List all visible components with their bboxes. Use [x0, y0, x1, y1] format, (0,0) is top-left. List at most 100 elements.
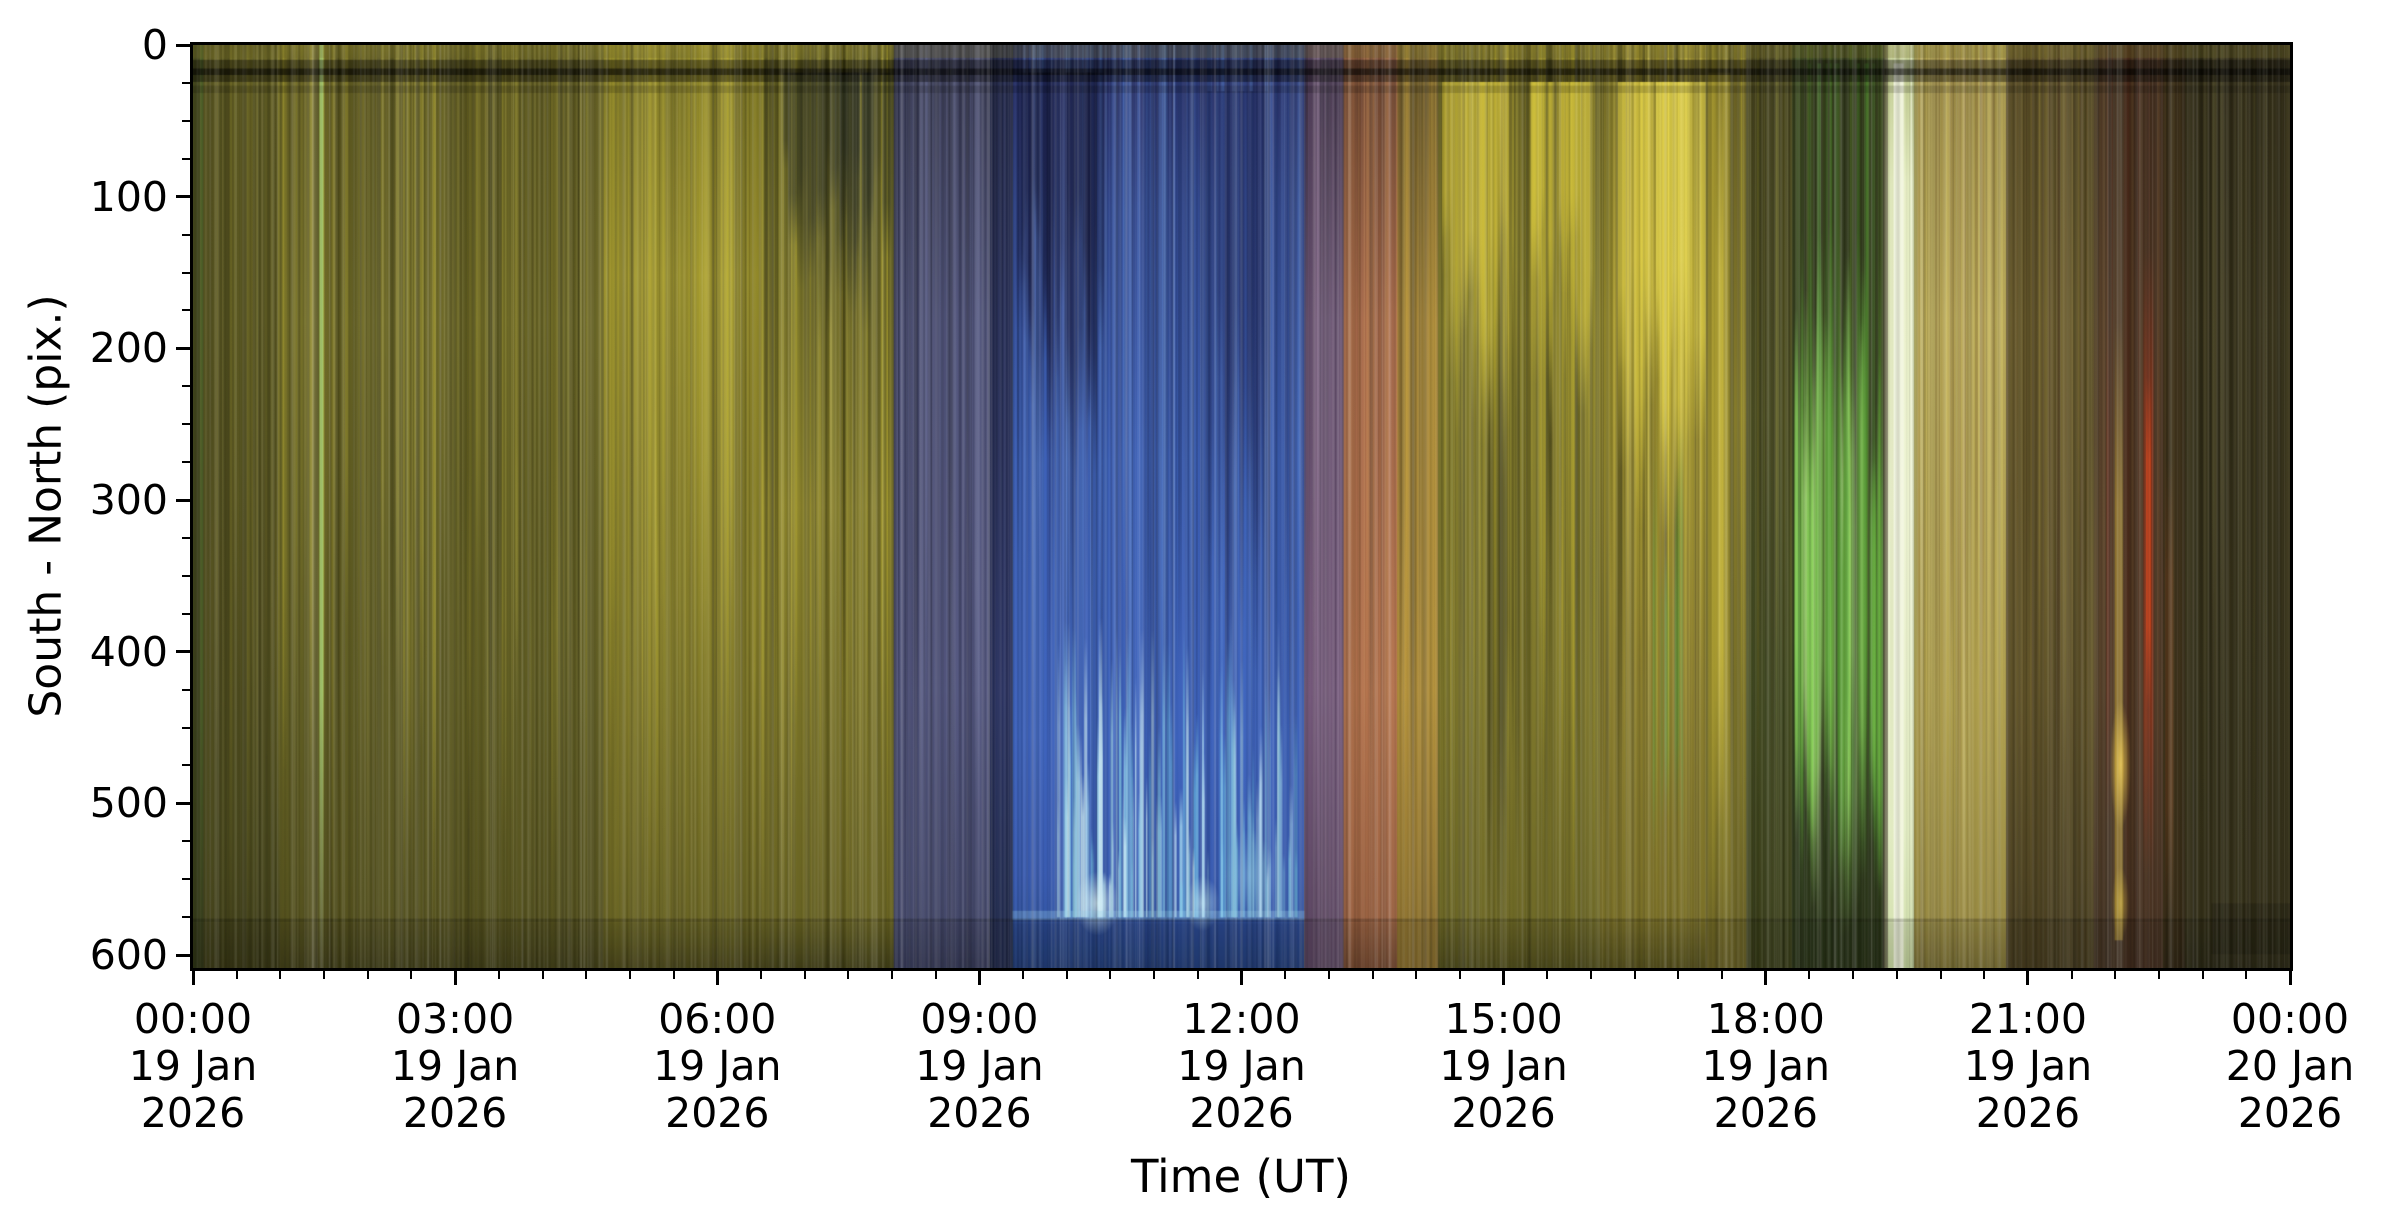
- x-tick-year: 2026: [665, 1089, 770, 1137]
- x-major-tick: [2026, 971, 2030, 985]
- x-major-tick: [715, 971, 719, 985]
- y-minor-tick: [182, 688, 190, 691]
- x-tick-year: 2026: [402, 1089, 508, 1137]
- y-minor-tick: [182, 271, 190, 274]
- x-tick-time: 09:00: [920, 995, 1039, 1043]
- y-minor-tick: [182, 878, 190, 881]
- x-tick-date: 19 Jan: [1963, 1042, 2093, 1090]
- x-tick-year: 2026: [927, 1089, 1032, 1137]
- x-minor-tick: [1109, 971, 1112, 979]
- x-tick-time: 18:00: [1706, 995, 1825, 1043]
- x-tick-label: 00:00 20 Jan 2026: [2140, 996, 2385, 1137]
- x-minor-tick: [1371, 971, 1374, 979]
- x-minor-tick: [497, 971, 500, 979]
- y-tick-label: 0: [141, 21, 168, 69]
- x-minor-tick: [1939, 971, 1942, 979]
- x-minor-tick: [891, 971, 893, 979]
- x-major-tick: [453, 971, 457, 985]
- x-tick-label: 03:00 19 Jan 2026: [305, 996, 605, 1137]
- x-minor-tick: [323, 971, 326, 979]
- y-axis-label: South - North (pix.): [20, 294, 72, 718]
- y-minor-tick: [182, 840, 190, 843]
- x-minor-tick: [672, 971, 675, 979]
- y-minor-tick: [182, 574, 190, 577]
- x-minor-tick: [2245, 971, 2248, 979]
- x-minor-tick: [279, 971, 282, 979]
- x-minor-tick: [1196, 971, 1199, 979]
- x-minor-tick: [2157, 971, 2160, 979]
- x-minor-tick: [1415, 971, 1418, 979]
- x-minor-tick: [1065, 971, 1068, 979]
- x-minor-tick: [235, 971, 238, 979]
- x-minor-tick: [759, 971, 762, 979]
- y-major-tick: [176, 43, 190, 47]
- y-minor-tick: [182, 309, 190, 312]
- x-tick-date: 20 Jan: [2225, 1042, 2355, 1090]
- y-tick-label: 600: [89, 931, 168, 979]
- y-major-tick: [176, 953, 190, 957]
- x-tick-label: 15:00 19 Jan 2026: [1354, 996, 1654, 1137]
- x-tick-label: 12:00 19 Jan 2026: [1092, 996, 1392, 1137]
- x-tick-year: 2026: [1713, 1089, 1818, 1137]
- x-major-tick: [977, 971, 981, 985]
- x-tick-time: 06:00: [658, 995, 777, 1043]
- x-minor-tick: [1458, 971, 1461, 979]
- y-tick-label: 100: [89, 172, 168, 221]
- x-minor-tick: [1633, 971, 1636, 979]
- y-minor-tick: [182, 385, 190, 388]
- x-axis-label: Time (UT): [1131, 1150, 1351, 1203]
- x-minor-tick: [410, 971, 413, 979]
- x-tick-label: 00:00 19 Jan 2026: [43, 996, 343, 1137]
- x-minor-tick: [1852, 971, 1855, 979]
- y-minor-tick: [182, 81, 190, 84]
- x-major-tick: [2288, 971, 2292, 985]
- x-tick-year: 2026: [2237, 1089, 2343, 1137]
- y-major-tick: [176, 195, 190, 199]
- x-minor-tick: [847, 971, 850, 979]
- y-tick-label: 400: [89, 627, 168, 676]
- x-major-tick: [1502, 971, 1506, 985]
- x-minor-tick: [1983, 971, 1986, 979]
- x-tick-time: 03:00: [396, 995, 515, 1043]
- y-minor-tick: [182, 916, 190, 919]
- x-minor-tick: [1721, 971, 1724, 979]
- x-minor-tick: [1546, 971, 1549, 979]
- x-tick-label: 18:00 19 Jan 2026: [1616, 996, 1916, 1137]
- x-minor-tick: [585, 971, 588, 979]
- x-tick-date: 19 Jan: [653, 1042, 782, 1090]
- y-minor-tick: [182, 461, 190, 464]
- y-major-tick: [176, 346, 190, 350]
- x-minor-tick: [2070, 971, 2073, 979]
- x-minor-tick: [628, 971, 631, 979]
- x-tick-date: 19 Jan: [1177, 1042, 1306, 1090]
- y-minor-tick: [182, 233, 190, 236]
- x-tick-year: 2026: [1975, 1089, 2081, 1137]
- x-minor-tick: [934, 971, 937, 979]
- y-major-tick: [176, 498, 190, 502]
- y-minor-tick: [182, 612, 190, 615]
- x-minor-tick: [803, 971, 806, 979]
- x-tick-time: 21:00: [1968, 995, 2087, 1043]
- x-tick-date: 19 Jan: [128, 1042, 258, 1090]
- x-tick-date: 19 Jan: [915, 1042, 1044, 1090]
- y-tick-label: 500: [89, 779, 168, 828]
- plot-area: [190, 42, 2293, 971]
- x-tick-time: 15:00: [1444, 995, 1563, 1043]
- y-tick-label: 300: [89, 476, 168, 524]
- x-minor-tick: [1895, 971, 1898, 979]
- x-tick-year: 2026: [1189, 1089, 1294, 1137]
- x-minor-tick: [366, 971, 369, 979]
- y-minor-tick: [182, 423, 190, 426]
- x-tick-label: 06:00 19 Jan 2026: [567, 996, 867, 1137]
- x-tick-label: 09:00 19 Jan 2026: [829, 996, 1129, 1137]
- y-tick-label: 200: [89, 324, 168, 373]
- x-tick-year: 2026: [140, 1089, 246, 1137]
- y-minor-tick: [182, 726, 190, 729]
- x-tick-label: 21:00 19 Jan 2026: [1878, 996, 2178, 1137]
- x-minor-tick: [541, 971, 544, 979]
- y-minor-tick: [182, 157, 190, 160]
- x-tick-time: 00:00: [2230, 995, 2350, 1043]
- x-tick-date: 19 Jan: [1439, 1042, 1568, 1090]
- x-minor-tick: [2201, 971, 2204, 979]
